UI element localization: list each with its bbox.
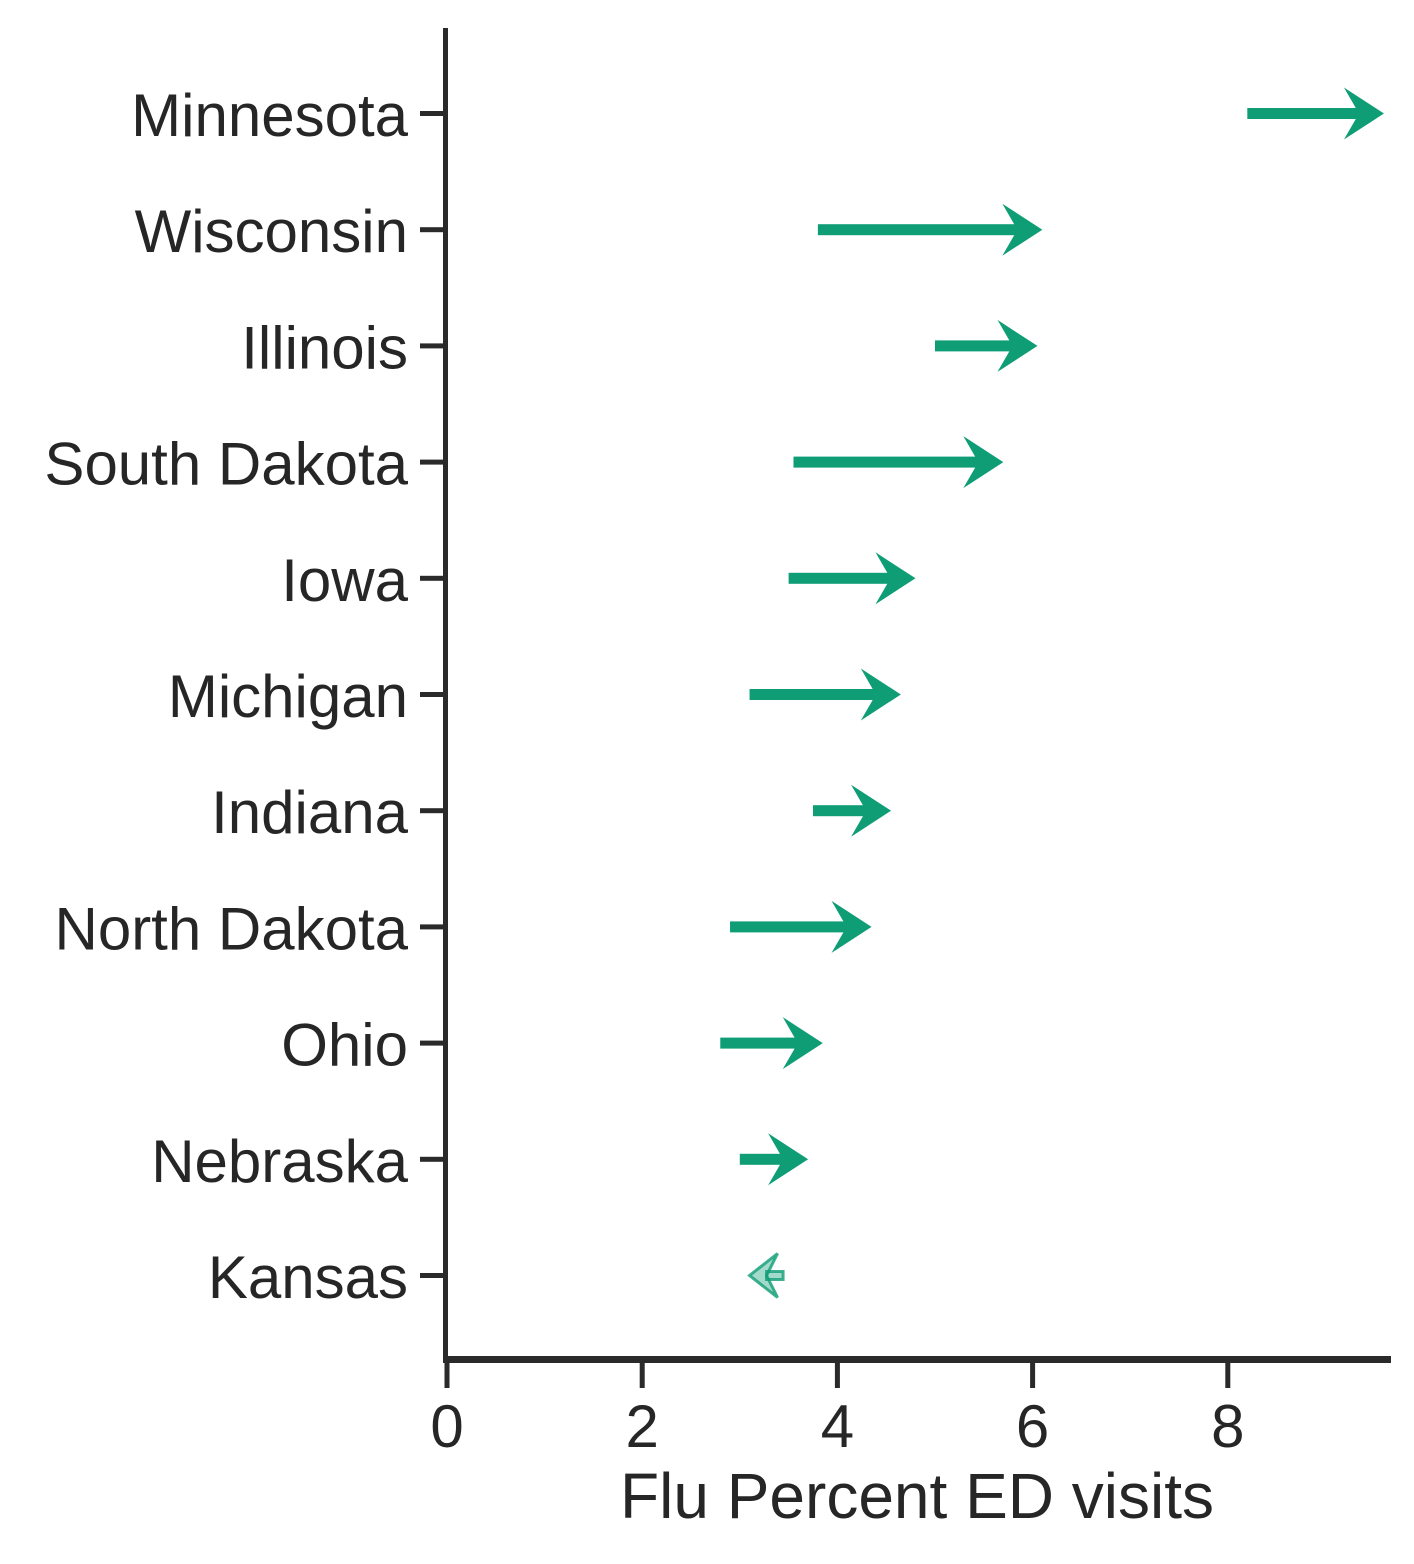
arrow-shaft-south-dakota [793,456,979,468]
y-axis-label-kansas: Kansas [208,1244,408,1311]
arrow-shaft-north-dakota [730,921,847,933]
y-tick-iowa [420,575,443,581]
y-tick-ohio [420,1040,443,1046]
arrow-shaft-ohio [720,1037,798,1049]
arrow-head-michigan [860,668,901,721]
x-tick-0 [444,1363,450,1388]
y-tick-wisconsin [420,227,443,233]
y-axis-label-south-dakota: South Dakota [44,431,408,498]
arrow-head-ohio [782,1017,823,1070]
arrow-shaft-kansas [765,1270,785,1281]
x-tick-2 [639,1363,645,1388]
x-tick-6 [1030,1363,1036,1388]
x-axis-line [443,1356,1391,1363]
arrow-head-wisconsin [1002,203,1043,256]
x-tick-label-6: 6 [1016,1393,1049,1460]
y-axis-label-illinois: Illinois [241,314,408,381]
arrow-head-indiana [851,784,892,837]
y-tick-kansas [420,1273,443,1278]
y-axis-label-wisconsin: Wisconsin [135,198,408,265]
y-axis-label-michigan: Michigan [168,663,408,730]
arrow-shaft-iowa [788,572,891,584]
x-tick-label-2: 2 [626,1393,659,1460]
y-axis-label-ohio: Ohio [281,1012,408,1079]
y-tick-michigan [420,692,443,697]
arrow-head-iowa [875,552,916,605]
arrow-shaft-nebraska [739,1153,784,1165]
y-tick-nebraska [420,1156,443,1162]
arrow-shaft-illinois [935,340,1013,352]
y-axis-label-minnesota: Minnesota [131,82,408,149]
arrow-head-minnesota [1343,87,1384,140]
y-axis-label-north-dakota: North Dakota [55,895,409,962]
y-axis-label-nebraska: Nebraska [151,1128,408,1195]
arrow-head-illinois [997,319,1038,372]
arrow-head-north-dakota [831,900,872,953]
x-tick-8 [1225,1363,1231,1388]
arrow-shaft-michigan [749,689,876,700]
x-tick-label-8: 8 [1211,1393,1244,1460]
arrow-shaft-wisconsin [817,224,1018,236]
y-tick-minnesota [420,111,443,116]
x-axis-title: Flu Percent ED visits [620,1460,1214,1532]
arrow-shaft-indiana [813,805,867,817]
arrow-shaft-minnesota [1247,108,1359,119]
y-tick-illinois [420,343,443,349]
y-axis-label-indiana: Indiana [211,779,408,846]
arrow-head-nebraska [768,1133,809,1186]
x-tick-label-4: 4 [821,1393,854,1460]
x-tick-4 [834,1363,840,1388]
y-tick-indiana [420,808,443,814]
y-axis-label-iowa: Iowa [281,547,408,614]
y-tick-south-dakota [420,459,443,465]
y-axis-line [443,28,448,1363]
y-tick-north-dakota [420,924,443,930]
x-tick-label-0: 0 [430,1393,463,1460]
arrow-head-south-dakota [963,436,1004,489]
